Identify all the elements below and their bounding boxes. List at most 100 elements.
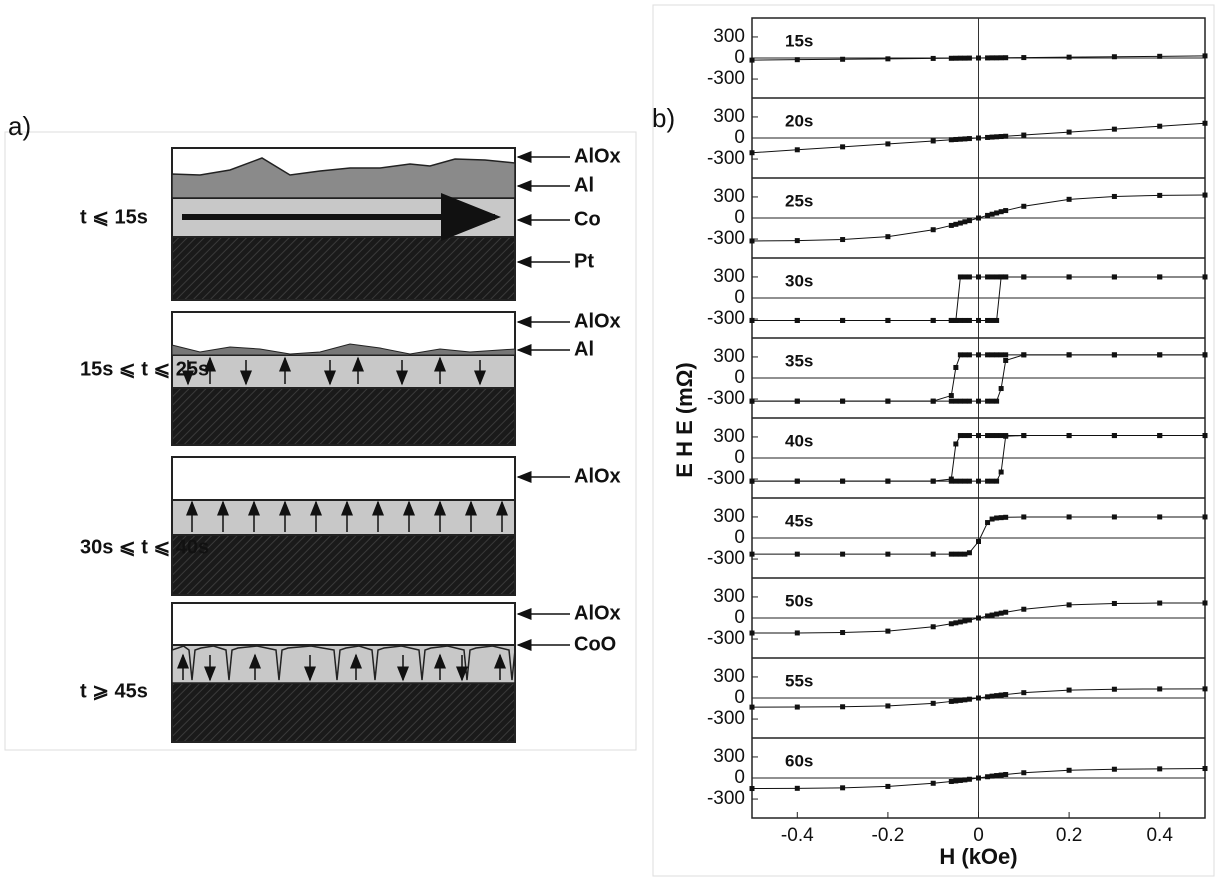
data-point (985, 212, 991, 218)
data-point (1202, 686, 1208, 692)
data-point (998, 610, 1004, 616)
data-point (1157, 686, 1163, 692)
data-point (994, 611, 1000, 617)
data-point (976, 317, 981, 323)
data-point (962, 697, 968, 703)
data-point (989, 693, 995, 699)
panel-label: 20s (785, 111, 813, 130)
data-point (930, 317, 936, 323)
data-point (1066, 274, 1072, 280)
data-point (953, 317, 959, 323)
data-point (1157, 53, 1163, 59)
data-point (948, 317, 954, 323)
data-point (749, 317, 755, 323)
data-point (957, 551, 963, 557)
data-point (840, 144, 846, 150)
y-tick-label: 300 (713, 346, 745, 367)
data-point (1202, 120, 1208, 126)
data-point (962, 433, 968, 439)
data-point (989, 352, 995, 358)
data-point (998, 209, 1004, 215)
data-point (840, 630, 846, 636)
data-point (966, 478, 972, 484)
data-point (794, 147, 800, 153)
data-point (930, 700, 936, 706)
data-point (1003, 357, 1009, 363)
data-point (1066, 129, 1072, 135)
layer-co (171, 354, 516, 389)
data-point (840, 56, 846, 62)
data-point (957, 697, 963, 703)
data-point (962, 136, 968, 142)
data-point (953, 441, 959, 447)
y-tick-label: 300 (713, 586, 745, 607)
data-point (1066, 196, 1072, 202)
y-tick-label: 300 (713, 666, 745, 687)
data-point (994, 55, 1000, 61)
data-point (966, 218, 972, 224)
data-point (1021, 514, 1027, 520)
y-axis-label: E H E (mΩ) (672, 362, 697, 477)
data-point (1003, 55, 1009, 61)
data-point (885, 783, 891, 789)
condition-label: 30s ⩽ t ⩽ 40s (80, 536, 209, 558)
data-point (966, 433, 972, 439)
y-tick-label: 0 (734, 607, 745, 628)
data-point (794, 551, 800, 557)
data-point (966, 55, 972, 61)
data-point (1003, 514, 1009, 520)
data-point (930, 551, 936, 557)
data-point (998, 692, 1004, 698)
data-point (1157, 352, 1163, 358)
data-point (966, 136, 972, 142)
data-point (1111, 274, 1117, 280)
data-point (994, 210, 1000, 216)
data-point (1003, 352, 1009, 358)
data-point (994, 433, 1000, 439)
data-point (794, 630, 800, 636)
panel-label: 35s (785, 351, 813, 370)
data-point (962, 317, 968, 323)
data-point (1111, 600, 1117, 606)
data-point (948, 222, 954, 228)
data-point (966, 617, 972, 623)
data-point (1003, 609, 1009, 615)
layer-alox (171, 456, 516, 501)
data-point (749, 478, 755, 484)
data-point (957, 478, 963, 484)
data-point (989, 433, 995, 439)
data-point (1111, 766, 1117, 772)
data-point (948, 137, 954, 143)
data-point (966, 398, 972, 404)
y-tick-label: 0 (734, 767, 745, 788)
data-point (985, 478, 991, 484)
data-point (1021, 274, 1027, 280)
data-point (749, 704, 755, 710)
data-point (1202, 766, 1208, 772)
data-point (1066, 514, 1072, 520)
data-point (985, 613, 991, 619)
data-point (962, 219, 968, 225)
data-point (1021, 132, 1027, 138)
data-point (985, 774, 991, 780)
x-tick-label: 0.4 (1146, 825, 1173, 846)
data-point (840, 317, 846, 323)
data-point (1003, 771, 1009, 777)
y-tick-label: -300 (707, 708, 745, 729)
data-point (989, 516, 995, 522)
data-point (1021, 203, 1027, 209)
data-point (930, 227, 936, 233)
data-point (930, 398, 936, 404)
data-point (985, 134, 991, 140)
data-point (749, 786, 755, 792)
data-point (994, 693, 1000, 699)
data-point (885, 141, 891, 147)
y-tick-label: -300 (707, 548, 745, 569)
data-point (1021, 606, 1027, 612)
panel-label: a) (8, 111, 31, 141)
y-tick-label: 0 (734, 447, 745, 468)
data-point (885, 703, 891, 709)
panel-label: b) (652, 103, 675, 133)
panel-label: 25s (785, 191, 813, 210)
data-point (989, 274, 995, 280)
